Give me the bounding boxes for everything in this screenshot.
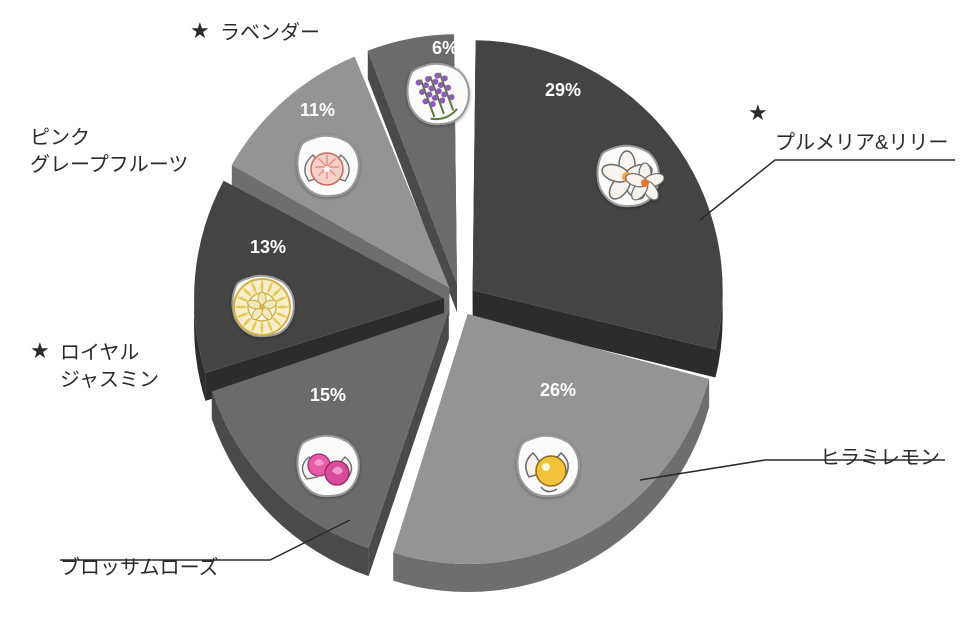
slice-percent: 13% xyxy=(250,237,286,258)
slice-percent: 15% xyxy=(310,385,346,406)
lemon-icon xyxy=(510,430,584,504)
slice-percent: 6% xyxy=(432,38,458,59)
pie-chart xyxy=(0,0,978,640)
slice-percent: 11% xyxy=(300,100,335,121)
leader-line xyxy=(700,160,955,220)
jasmine-icon xyxy=(225,270,299,344)
grapefruit-icon xyxy=(290,130,364,204)
plumeria-icon xyxy=(590,140,664,214)
slice-percent: 26% xyxy=(540,380,576,401)
rose-icon xyxy=(290,430,364,504)
slice-label: ヒラミレモン xyxy=(820,445,940,472)
slice-label: ピンク グレープフルーツ xyxy=(30,125,188,179)
slice-label: ロイヤル ジャスミン xyxy=(60,340,159,394)
slice-percent: 29% xyxy=(545,80,581,101)
star-icon: ★ xyxy=(748,100,768,126)
lavender-icon xyxy=(400,58,474,132)
slice-label: プルメリア&リリー xyxy=(775,130,948,157)
star-icon: ★ xyxy=(30,338,50,364)
slice-label: ブロッサムローズ xyxy=(60,555,219,582)
slice-label: ラベンダー xyxy=(220,20,320,47)
star-icon: ★ xyxy=(190,18,210,44)
